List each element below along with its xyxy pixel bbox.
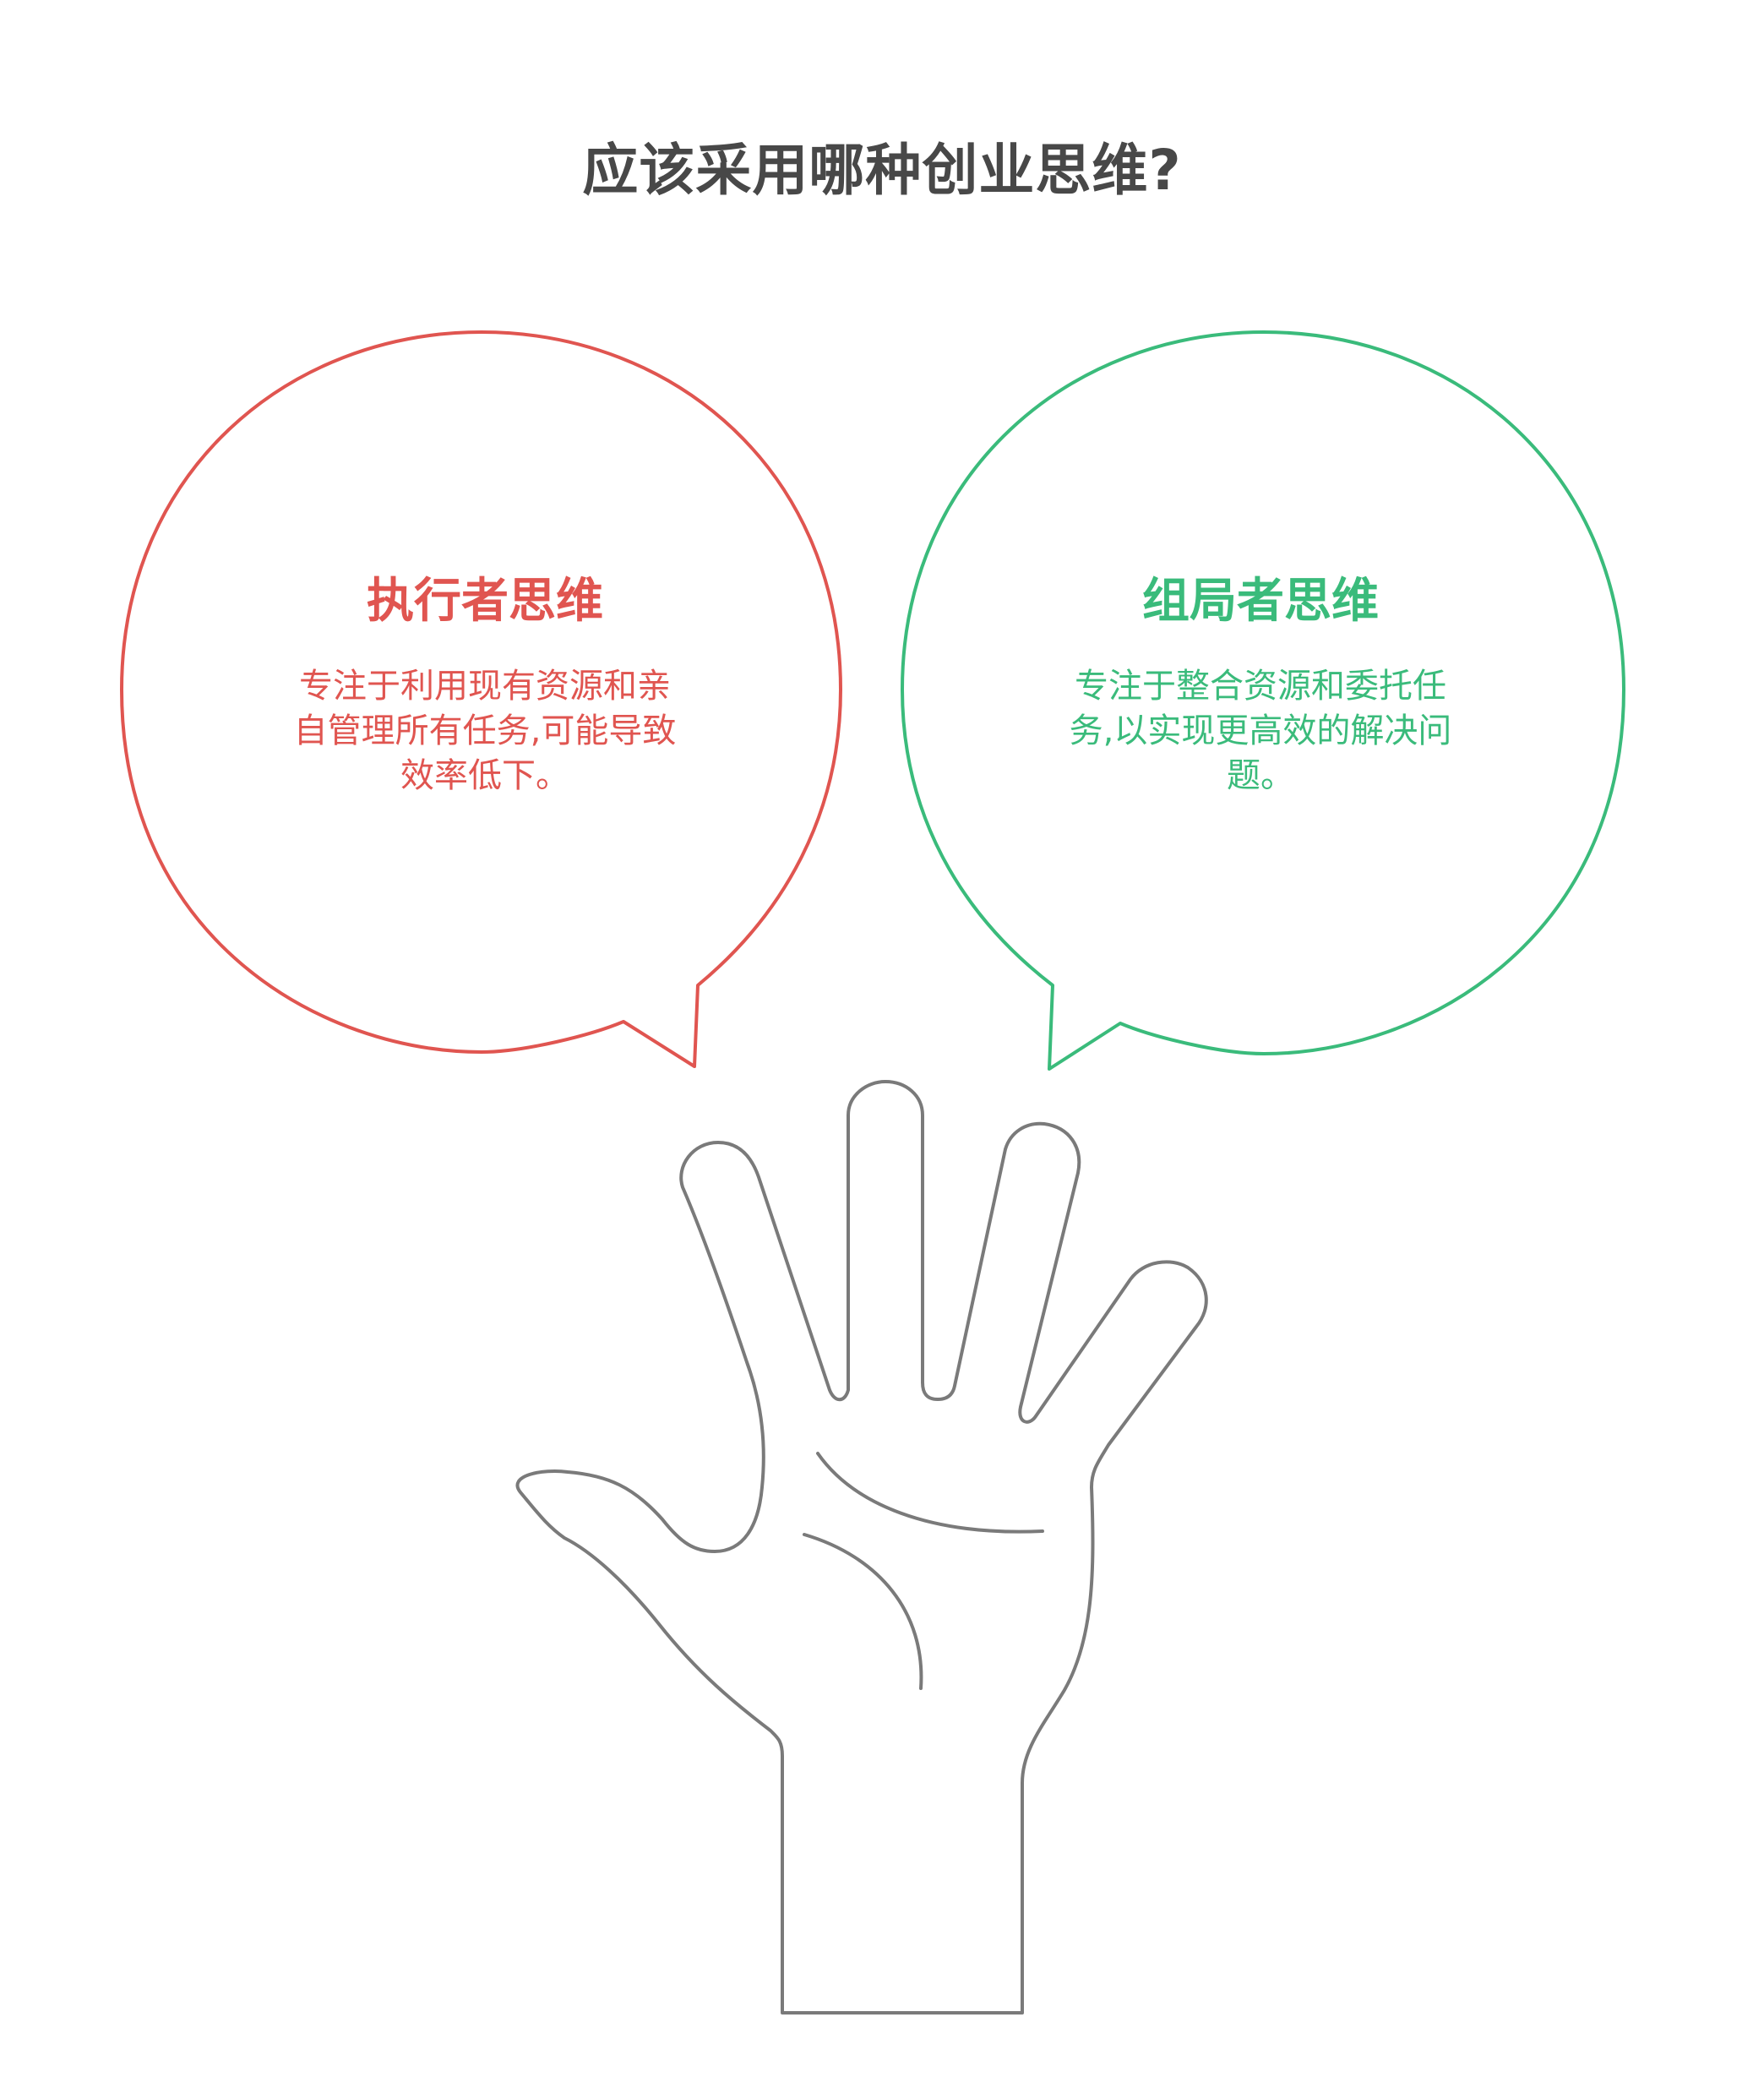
right-bubble-body: 专注于整合资源和委托任务,以实现更高效的解决问题。	[1069, 667, 1452, 795]
left-speech-bubble	[120, 330, 842, 1068]
page-title: 应该采用哪种创业思维?	[582, 138, 1182, 203]
right-speech-bubble	[901, 330, 1625, 1071]
right-bubble-heading: 组局者思维	[1142, 574, 1379, 629]
open-hand-icon	[515, 1080, 1208, 2014]
left-bubble-body: 专注于利用现有资源和亲自管理所有任务,可能导致效率低下。	[293, 667, 677, 795]
left-bubble-content: 执行者思维 专注于利用现有资源和亲自管理所有任务,可能导致效率低下。	[189, 571, 781, 799]
palm-line-upper	[816, 1452, 1044, 1534]
palm-line-lower	[803, 1533, 923, 1690]
left-bubble-heading: 执行者思维	[367, 574, 603, 629]
right-bubble-content: 组局者思维 专注于整合资源和委托任务,以实现更高效的解决问题。	[965, 571, 1556, 799]
